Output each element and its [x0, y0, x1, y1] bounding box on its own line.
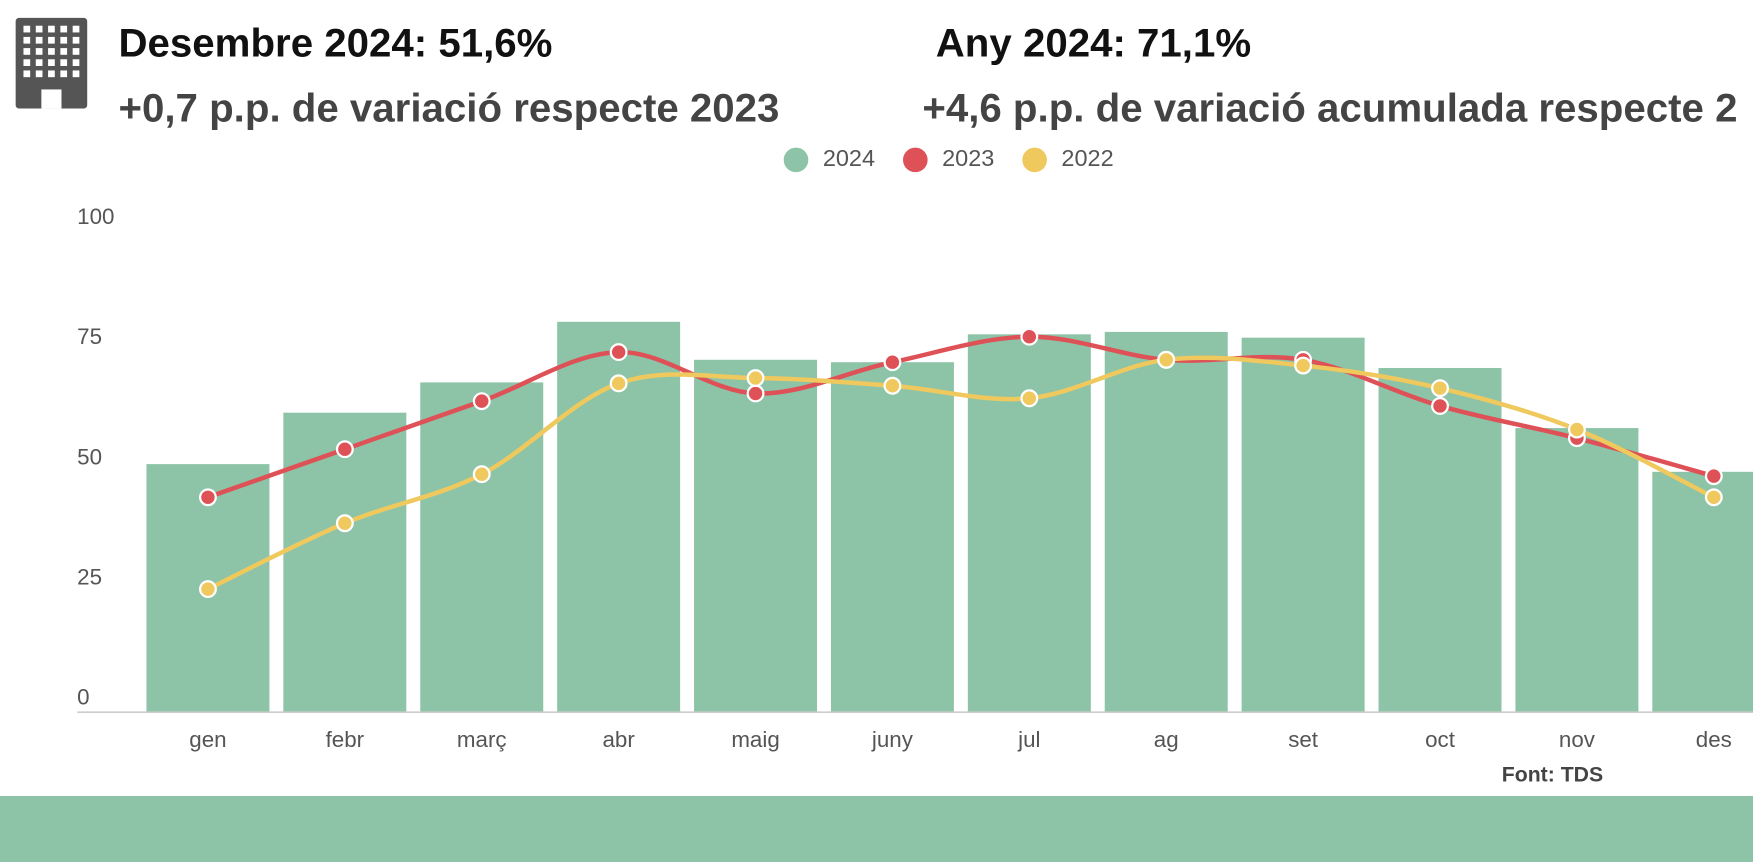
point: [746, 384, 765, 403]
legend-marker: [783, 147, 809, 173]
icon-window: [35, 25, 43, 33]
x-tick-label: jul: [1017, 727, 1040, 752]
icon-window: [72, 25, 80, 33]
x-tick-label: maig: [731, 727, 779, 752]
point: [1567, 420, 1586, 439]
icon-window: [60, 36, 68, 44]
point: [1157, 350, 1176, 369]
legend-marker: [903, 147, 928, 173]
icon-window: [48, 48, 55, 55]
icon-window: [72, 70, 80, 78]
point: [1431, 379, 1449, 398]
bar: [420, 382, 544, 713]
icon-window: [35, 48, 43, 55]
legend-label: 2023: [942, 145, 994, 171]
icon-window: [23, 59, 31, 66]
point: [1704, 467, 1723, 486]
icon-window: [35, 59, 43, 66]
point: [472, 465, 491, 484]
icon-window: [23, 36, 31, 44]
x-tick-label: març: [457, 727, 507, 752]
subtitle: +0,7 p.p. de variació respecte 2023: [119, 85, 780, 130]
x-tick-label: set: [1288, 727, 1319, 752]
icon-window: [23, 48, 31, 55]
icon-window: [48, 70, 55, 78]
point: [1020, 389, 1039, 408]
point: [1704, 488, 1723, 507]
y-tick-label: 0: [77, 685, 89, 710]
icon-door: [41, 89, 62, 109]
point: [609, 343, 628, 362]
bar: [1652, 471, 1753, 713]
point: [335, 514, 354, 533]
icon-window: [23, 25, 31, 33]
point: [609, 374, 628, 393]
source: Font: TDS: [1502, 763, 1603, 787]
icon-window: [72, 59, 80, 66]
point: [199, 488, 217, 507]
x-tick-label: nov: [1559, 727, 1596, 752]
x-tick-label: gen: [189, 727, 226, 752]
x-tick-label: ag: [1154, 727, 1179, 752]
icon-window: [60, 59, 68, 66]
x-tick-label: oct: [1425, 727, 1456, 752]
point: [746, 369, 765, 388]
subtitle2: +4,6 p.p. de variació acumulada respecte…: [922, 85, 1737, 130]
point: [199, 580, 217, 599]
legend-label: 2022: [1061, 145, 1113, 171]
icon-window: [60, 25, 68, 33]
title: Desembre 2024: 51,6%: [119, 20, 553, 65]
icon-window: [35, 70, 43, 78]
bar: [1378, 367, 1502, 713]
icon-window: [72, 36, 80, 44]
icon-window: [48, 36, 55, 44]
footer-band: [0, 796, 1753, 862]
line: [206, 355, 1715, 592]
legend-label: 2024: [823, 145, 875, 171]
icon-window: [60, 70, 68, 78]
point: [1294, 356, 1313, 375]
y-tick-label: 100: [77, 204, 114, 229]
x-tick-label: febr: [326, 727, 365, 752]
title2: Any 2024: 71,1%: [936, 20, 1251, 65]
point: [1431, 397, 1449, 415]
point: [472, 392, 491, 411]
x-tick-label: juny: [871, 727, 914, 752]
icon-window: [48, 25, 55, 33]
icon-window: [23, 70, 31, 78]
icon-window: [48, 59, 55, 66]
icon-window: [60, 48, 68, 55]
y-tick-label: 50: [77, 444, 102, 469]
x-tick-label: des: [1696, 727, 1732, 752]
bar: [1515, 428, 1639, 713]
bar: [1241, 337, 1365, 713]
bar: [694, 359, 818, 713]
point: [1020, 327, 1039, 346]
icon-window: [35, 36, 43, 44]
icon-window: [72, 48, 80, 55]
point: [883, 376, 902, 395]
bar: [1104, 331, 1228, 713]
y-tick-label: 25: [77, 564, 102, 589]
y-tick-label: 75: [77, 324, 102, 349]
legend-marker: [1022, 147, 1047, 173]
bar: [830, 362, 954, 713]
point: [883, 353, 902, 372]
x-tick-label: abr: [602, 727, 635, 752]
point: [335, 440, 354, 459]
